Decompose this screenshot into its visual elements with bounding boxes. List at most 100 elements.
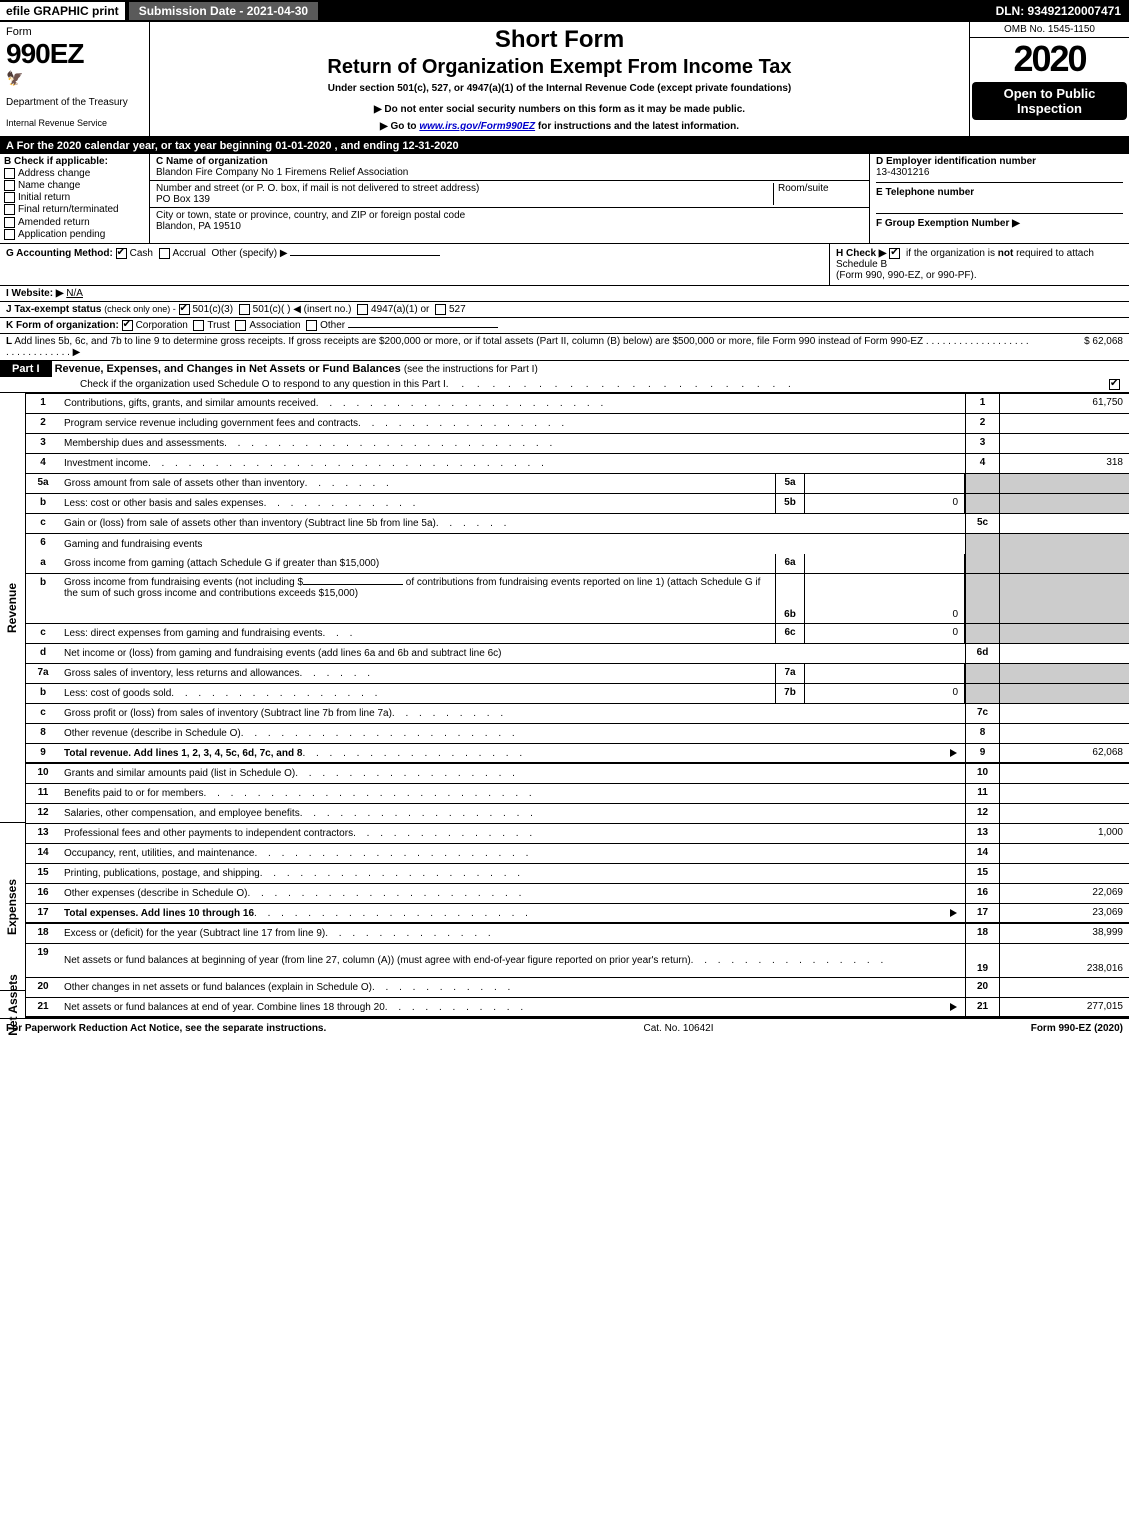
chk-h[interactable] (889, 248, 900, 259)
part1-sub: (see the instructions for Part I) (404, 364, 538, 375)
line-1: 1Contributions, gifts, grants, and simil… (26, 394, 1129, 414)
form-word: Form (6, 26, 143, 38)
city-box: City or town, state or province, country… (150, 208, 869, 234)
do-not-enter: ▶ Do not enter social security numbers o… (158, 104, 961, 115)
line-7c: cGross profit or (loss) from sales of in… (26, 704, 1129, 724)
arrow-icon (950, 909, 957, 917)
footer-right: Form 990-EZ (2020) (1031, 1023, 1123, 1034)
6b-contrib-input[interactable] (303, 584, 403, 585)
section-bcdef: B Check if applicable: Address change Na… (0, 154, 1129, 244)
side-labels: Revenue Expenses Net Assets (0, 393, 26, 1018)
arrow-icon (950, 1003, 957, 1011)
city-val: Blandon, PA 19510 (156, 221, 241, 232)
chk-corp[interactable] (122, 320, 133, 331)
part1-header: Part I Revenue, Expenses, and Changes in… (0, 361, 1129, 393)
goto-pre: ▶ Go to (380, 121, 419, 132)
chk-amended[interactable]: Amended return (4, 217, 145, 228)
eagle-icon: 🦅 (6, 70, 143, 87)
part1-checkline-row: Check if the organization used Schedule … (0, 377, 1129, 392)
line-16: 16Other expenses (describe in Schedule O… (26, 884, 1129, 904)
goto-link[interactable]: www.irs.gov/Form990EZ (419, 121, 535, 132)
box-f: F Group Exemption Number ▶ (876, 214, 1123, 233)
line-5c: cGain or (loss) from sale of assets othe… (26, 514, 1129, 534)
org-name: Blandon Fire Company No 1 Firemens Relie… (156, 167, 408, 178)
box-e: E Telephone number (876, 183, 1123, 214)
group-exempt-lbl: F Group Exemption Number ▶ (876, 218, 1020, 229)
dln-label: DLN: 93492120007471 (988, 2, 1129, 20)
side-revenue: Revenue (0, 393, 26, 823)
row-h: H Check ▶ if the organization is not req… (829, 244, 1129, 285)
chk-501c[interactable] (239, 304, 250, 315)
org-name-box: C Name of organization Blandon Fire Comp… (150, 154, 869, 181)
chk-name[interactable]: Name change (4, 180, 145, 191)
line-11: 11Benefits paid to or for members . . . … (26, 784, 1129, 804)
arrow-icon (950, 749, 957, 757)
line-2: 2Program service revenue including gover… (26, 414, 1129, 434)
room-suite: Room/suite (773, 183, 863, 205)
row-j: J Tax-exempt status (check only one) - 5… (0, 302, 1129, 318)
part1-table: Revenue Expenses Net Assets 1Contributio… (0, 393, 1129, 1018)
return-title: Return of Organization Exempt From Incom… (158, 56, 961, 79)
chk-schedule-o[interactable] (1109, 379, 1120, 390)
line-5b: bLess: cost or other basis and sales exp… (26, 494, 1129, 514)
line-6a: aGross income from gaming (attach Schedu… (26, 554, 1129, 574)
other-org-input[interactable] (348, 327, 498, 328)
lines-container: 1Contributions, gifts, grants, and simil… (26, 393, 1129, 1018)
top-bar: efile GRAPHIC print Submission Date - 20… (0, 0, 1129, 22)
row-l: L Add lines 5b, 6c, and 7b to line 9 to … (0, 334, 1129, 361)
short-form-title: Short Form (158, 26, 961, 54)
chk-final[interactable]: Final return/terminated (4, 204, 145, 215)
line-13: 13Professional fees and other payments t… (26, 824, 1129, 844)
chk-initial[interactable]: Initial return (4, 192, 145, 203)
line-8: 8Other revenue (describe in Schedule O) … (26, 724, 1129, 744)
chk-other-org[interactable] (306, 320, 317, 331)
chk-527[interactable] (435, 304, 446, 315)
city-lbl: City or town, state or province, country… (156, 210, 465, 221)
side-expenses: Expenses (0, 823, 26, 991)
goto-post: for instructions and the latest informat… (535, 121, 739, 132)
box-b-title: B Check if applicable: (4, 156, 145, 167)
row-k: K Form of organization: Corporation Trus… (0, 318, 1129, 334)
line-3: 3Membership dues and assessments . . . .… (26, 434, 1129, 454)
part1-checkline: Check if the organization used Schedule … (80, 379, 446, 390)
irs-line: Internal Revenue Service (6, 118, 143, 128)
efile-label[interactable]: efile GRAPHIC print (0, 2, 125, 20)
line-17: 17Total expenses. Add lines 10 through 1… (26, 904, 1129, 924)
part1-title: Revenue, Expenses, and Changes in Net As… (55, 363, 401, 375)
box-d: D Employer identification number 13-4301… (876, 156, 1123, 183)
street-lbl: Number and street (or P. O. box, if mail… (156, 183, 479, 194)
chk-assoc[interactable] (235, 320, 246, 331)
period-bar: A For the 2020 calendar year, or tax yea… (0, 138, 1129, 154)
open-to-public: Open to Public Inspection (972, 82, 1127, 120)
side-netassets: Net Assets (0, 991, 26, 1018)
g-lbl: G Accounting Method: (6, 248, 113, 259)
footer-left: For Paperwork Reduction Act Notice, see … (6, 1023, 326, 1034)
line-7a: 7aGross sales of inventory, less returns… (26, 664, 1129, 684)
row-gh: G Accounting Method: Cash Accrual Other … (0, 244, 1129, 286)
line-6c: cLess: direct expenses from gaming and f… (26, 624, 1129, 644)
chk-4947[interactable] (357, 304, 368, 315)
other-method-input[interactable] (290, 255, 440, 256)
chk-501c3[interactable] (179, 304, 190, 315)
line-6d: dNet income or (loss) from gaming and fu… (26, 644, 1129, 664)
line-10: 10Grants and similar amounts paid (list … (26, 764, 1129, 784)
goto-line: ▶ Go to www.irs.gov/Form990EZ for instru… (158, 121, 961, 132)
street-box: Number and street (or P. O. box, if mail… (150, 181, 869, 208)
header-left: Form 990EZ 🦅 Department of the Treasury … (0, 22, 150, 136)
chk-cash[interactable] (116, 248, 127, 259)
submission-date: Submission Date - 2021-04-30 (129, 2, 318, 20)
header-center: Short Form Return of Organization Exempt… (150, 22, 969, 136)
chk-accrual[interactable] (159, 248, 170, 259)
line-4: 4Investment income . . . . . . . . . . .… (26, 454, 1129, 474)
line-20: 20Other changes in net assets or fund ba… (26, 978, 1129, 998)
omb-number: OMB No. 1545-1150 (970, 22, 1129, 38)
chk-pending[interactable]: Application pending (4, 229, 145, 240)
form-number: 990EZ (6, 38, 143, 70)
line-6b: bGross income from fundraising events (n… (26, 574, 1129, 624)
line-12: 12Salaries, other compensation, and empl… (26, 804, 1129, 824)
header-right: OMB No. 1545-1150 2020 Open to Public In… (969, 22, 1129, 136)
ein-lbl: D Employer identification number (876, 156, 1036, 167)
chk-address[interactable]: Address change (4, 168, 145, 179)
tax-year: 2020 (970, 38, 1129, 80)
chk-trust[interactable] (193, 320, 204, 331)
